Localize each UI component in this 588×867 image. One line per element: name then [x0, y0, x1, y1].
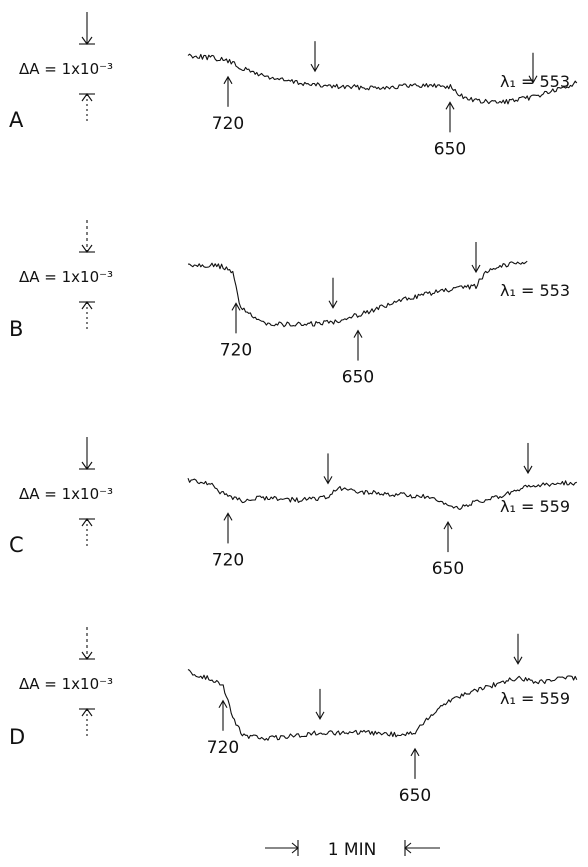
up-arrowhead	[218, 699, 228, 709]
marker-label: 650	[434, 139, 466, 159]
scale-bar-label: ΔA = 1x10⁻³	[19, 60, 113, 78]
down-arrowhead	[315, 711, 325, 721]
marker-650: 650	[432, 520, 464, 579]
scale-bar: ΔA = 1x10⁻³	[19, 220, 113, 330]
down-marker	[513, 633, 523, 665]
absorbance-trace	[187, 260, 528, 328]
down-arrowhead	[528, 75, 538, 84]
wavelength-label: λ₁ = 559	[500, 689, 570, 708]
panel-label: A	[9, 108, 24, 132]
up-arrowhead	[443, 520, 453, 530]
down-marker	[523, 442, 533, 475]
time-scale-bar: 1 MIN	[265, 840, 440, 860]
up-arrowhead	[353, 329, 363, 338]
panel-c: C ΔA = 1x10⁻³ 720 650 λ₁ = 559	[9, 437, 577, 579]
scale-bar: ΔA = 1x10⁻³	[19, 627, 113, 737]
marker-720: 720	[207, 699, 239, 758]
down-marker	[323, 453, 333, 485]
scale-bar: ΔA = 1x10⁻³	[19, 12, 113, 122]
marker-720: 720	[220, 302, 252, 360]
marker-label: 720	[207, 738, 239, 758]
panel-d: D ΔA = 1x10⁻³ 720 650 λ₁ = 559	[9, 627, 578, 806]
scale-bar-label: ΔA = 1x10⁻³	[19, 268, 113, 286]
scale-bar: ΔA = 1x10⁻³	[19, 437, 113, 547]
marker-650: 650	[434, 101, 466, 159]
down-marker	[528, 52, 538, 84]
wavelength-label: λ₁ = 559	[500, 497, 570, 516]
down-marker	[471, 242, 481, 274]
up-arrowhead	[410, 747, 420, 757]
panel-label: D	[9, 725, 25, 749]
panel-label: B	[9, 317, 23, 341]
down-arrowhead	[323, 476, 333, 485]
down-arrowhead	[310, 63, 320, 73]
marker-label: 720	[220, 340, 252, 360]
up-arrowhead	[223, 75, 233, 85]
marker-720: 720	[212, 75, 244, 134]
down-arrowhead	[523, 465, 533, 475]
panel-b: B ΔA = 1x10⁻³ 720 650 λ₁ = 553	[9, 220, 570, 388]
marker-label: 650	[399, 786, 431, 806]
scale-bar-label: ΔA = 1x10⁻³	[19, 675, 113, 693]
absorbance-trace	[187, 53, 578, 105]
absorbance-trace	[187, 669, 578, 741]
up-arrowhead	[445, 101, 455, 110]
up-arrowhead	[231, 302, 241, 311]
wavelength-label: λ₁ = 553	[500, 281, 570, 300]
marker-650: 650	[342, 329, 374, 388]
down-arrowhead	[513, 656, 523, 665]
marker-label: 720	[212, 114, 244, 134]
down-marker	[310, 41, 320, 73]
marker-label: 720	[212, 550, 244, 570]
wavelength-label: λ₁ = 553	[500, 72, 570, 91]
marker-650: 650	[399, 747, 431, 806]
marker-label: 650	[432, 559, 464, 579]
marker-720: 720	[212, 512, 244, 570]
down-marker	[315, 688, 325, 721]
absorbance-trace	[187, 478, 577, 511]
panel-a: A ΔA = 1x10⁻³ 720 650 λ₁ = 553	[9, 12, 578, 159]
marker-label: 650	[342, 368, 374, 388]
down-arrowhead	[471, 264, 481, 274]
panel-label: C	[9, 533, 24, 557]
down-marker	[328, 277, 338, 309]
time-arrowhead-left	[404, 842, 412, 854]
scale-bar-label: ΔA = 1x10⁻³	[19, 485, 113, 503]
time-scale-label: 1 MIN	[328, 840, 377, 860]
down-arrowhead	[328, 300, 338, 309]
up-arrowhead	[223, 512, 233, 521]
